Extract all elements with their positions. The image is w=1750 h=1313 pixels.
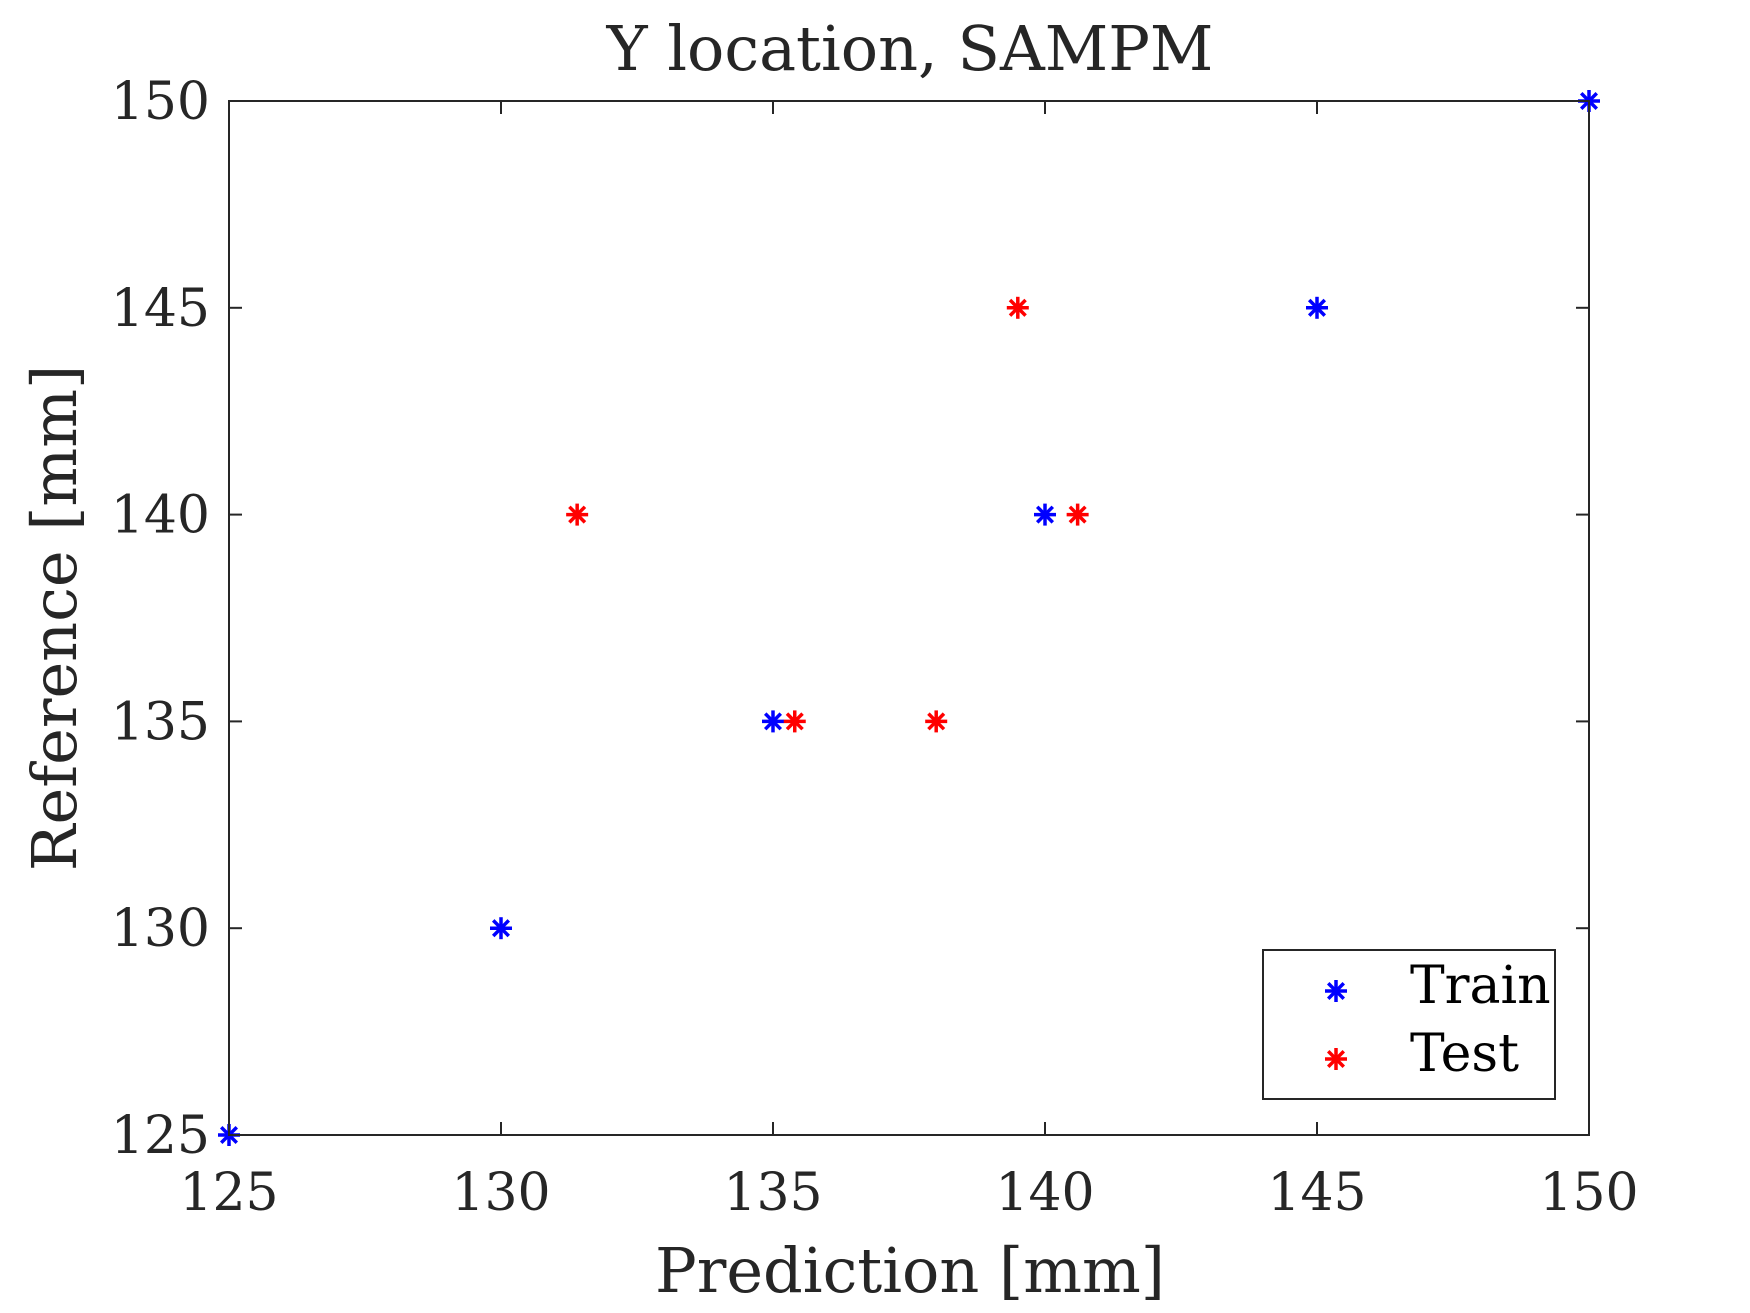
- train-point: [490, 917, 512, 940]
- y-tick-label: 145: [111, 279, 210, 339]
- legend-marker-train: [1325, 980, 1347, 1002]
- y-tick-label: 150: [111, 72, 210, 132]
- legend: Train Test: [1262, 949, 1556, 1100]
- train-point: [1306, 296, 1328, 319]
- x-tick-label: 135: [723, 1163, 822, 1223]
- legend-box: [1262, 949, 1556, 1100]
- y-axis-label: Reference [mm]: [18, 365, 91, 871]
- train-point: [762, 710, 784, 733]
- legend-label-train: Train: [1410, 956, 1551, 1016]
- y-axis-ticks: 125 130 135 140 145 150: [111, 72, 1589, 1166]
- train-point: [1034, 503, 1056, 526]
- test-point: [925, 710, 948, 733]
- legend-label-test: Test: [1410, 1024, 1519, 1084]
- y-tick-label: 140: [111, 486, 210, 546]
- test-point: [783, 710, 806, 733]
- y-tick-label: 130: [111, 899, 210, 959]
- x-tick-label: 150: [1539, 1163, 1638, 1223]
- test-point: [1006, 296, 1029, 319]
- x-axis-ticks: 125 130 135 140 145 150: [179, 101, 1639, 1223]
- x-tick-label: 145: [1267, 1163, 1366, 1223]
- test-point: [566, 503, 589, 526]
- x-axis-label: Prediction [mm]: [655, 1234, 1165, 1307]
- x-tick-label: 140: [995, 1163, 1094, 1223]
- test-point: [1066, 503, 1089, 526]
- plot-area-frame: [228, 100, 1590, 1136]
- x-tick-label: 125: [179, 1163, 278, 1223]
- y-tick-label: 135: [111, 692, 210, 752]
- y-tick-label: 125: [111, 1106, 210, 1166]
- chart-title: Y location, SAMPM: [606, 12, 1214, 85]
- x-tick-label: 130: [451, 1163, 550, 1223]
- legend-marker-test: [1325, 1048, 1347, 1070]
